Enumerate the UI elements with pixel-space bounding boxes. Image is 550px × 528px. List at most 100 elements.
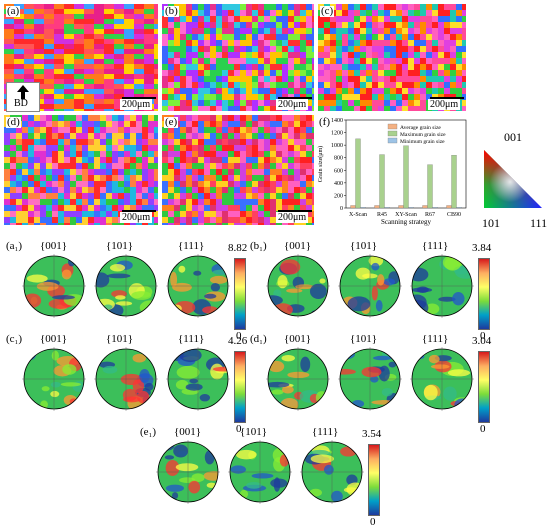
pole-density-blob (347, 296, 371, 312)
pole-figure-title: {001} (284, 333, 312, 345)
ebsd-grain (330, 94, 337, 101)
ebsd-grain (134, 69, 145, 75)
ebsd-grain (354, 34, 361, 41)
ebsd-grain (258, 28, 265, 35)
ebsd-grain (312, 181, 314, 188)
ebsd-grain (100, 217, 107, 224)
ebsd-grain (24, 44, 35, 50)
ebsd-grain (124, 9, 135, 15)
ebsd-grain (22, 193, 29, 200)
y-axis-label: Grain size(μm) (317, 146, 324, 182)
ebsd-grain (402, 52, 409, 59)
ebsd-grain (438, 76, 445, 83)
ebsd-grain (118, 115, 125, 122)
ebsd-grain (402, 28, 409, 35)
ebsd-grain (336, 76, 343, 83)
ebsd-grain (100, 169, 107, 176)
ebsd-grain (396, 106, 403, 111)
ebsd-grain (210, 100, 217, 107)
ebsd-grain (204, 169, 211, 176)
ebsd-grain (408, 34, 415, 41)
ebsd-grain (76, 181, 83, 188)
build-direction-arrow-icon (17, 85, 29, 99)
ebsd-grain (94, 127, 101, 134)
ebsd-grain (384, 4, 391, 11)
ebsd-grain (294, 145, 301, 152)
ebsd-grain (180, 100, 187, 107)
ebsd-grain (462, 88, 466, 95)
ebsd-grain (444, 70, 451, 77)
ebsd-grain (104, 94, 115, 100)
ebsd-grain (10, 133, 17, 140)
ebsd-grain (174, 40, 181, 47)
ebsd-grain (378, 46, 385, 53)
ebsd-grain (124, 133, 131, 140)
pole-density-blob (300, 356, 311, 373)
ebsd-grain (450, 82, 457, 89)
ebsd-grain (390, 46, 397, 53)
ebsd-grain (34, 54, 45, 60)
ebsd-grain (130, 223, 137, 225)
ebsd-grain (46, 115, 53, 122)
ebsd-grain (360, 52, 367, 59)
ebsd-grain (64, 115, 71, 122)
ebsd-grain (288, 28, 295, 35)
ebsd-grain (348, 28, 355, 35)
ebsd-grain (246, 139, 253, 146)
ebsd-grain (106, 115, 113, 122)
ebsd-grain (222, 52, 229, 59)
ebsd-grain (28, 211, 35, 218)
ebsd-grain (234, 82, 241, 89)
ebsd-grain (240, 28, 247, 35)
ebsd-grain (168, 223, 175, 225)
ebsd-grain (74, 19, 85, 25)
pole-density-blob (203, 471, 218, 481)
ebsd-grain (64, 205, 71, 212)
ebsd-grain (168, 88, 175, 95)
ebsd-grain (294, 16, 301, 23)
ebsd-grain (210, 139, 217, 146)
ebsd-grain (64, 163, 71, 170)
colorbar-max-value: 8.82 (228, 242, 248, 254)
ebsd-grain (106, 205, 113, 212)
ebsd-grain (180, 157, 187, 164)
pole-figure-title: {101} (240, 426, 268, 438)
ebsd-grain (16, 127, 23, 134)
ebsd-grain (312, 76, 314, 83)
ebsd-grain (354, 70, 361, 77)
pole-density-blob (109, 264, 126, 272)
ebsd-grain (124, 169, 131, 176)
ebsd-grain (144, 109, 155, 111)
ebsd-grain (252, 40, 259, 47)
ebsd-grain (100, 127, 107, 134)
ebsd-grain (54, 69, 65, 75)
ebsd-grain (300, 163, 307, 170)
y-tick-label: 1200 (331, 131, 343, 137)
ebsd-grain (180, 4, 187, 11)
ebsd-grain (282, 151, 289, 158)
ebsd-grain (204, 121, 211, 128)
ebsd-grain (270, 106, 277, 111)
ebsd-grain (270, 169, 277, 176)
ebsd-grain (114, 89, 125, 95)
ebsd-grain (246, 193, 253, 200)
ebsd-grain (154, 223, 158, 225)
ebsd-grain (396, 34, 403, 41)
ebsd-grain (258, 169, 265, 176)
ebsd-grain (44, 54, 55, 60)
ebsd-grain (34, 145, 41, 152)
ebsd-grain (154, 24, 158, 30)
ebsd-grain (402, 4, 409, 11)
ebsd-grain (76, 211, 83, 218)
ebsd-grain (84, 74, 95, 80)
ebsd-grain (228, 223, 235, 225)
ebsd-grain (210, 94, 217, 101)
ebsd-grain (300, 52, 307, 59)
ebsd-grain (16, 187, 23, 194)
ebsd-grain (294, 22, 301, 29)
ebsd-grain (240, 223, 247, 225)
ebsd-grain (82, 115, 89, 122)
ebsd-grain (4, 39, 15, 45)
ebsd-grain (64, 34, 75, 40)
ebsd-grain (186, 145, 193, 152)
